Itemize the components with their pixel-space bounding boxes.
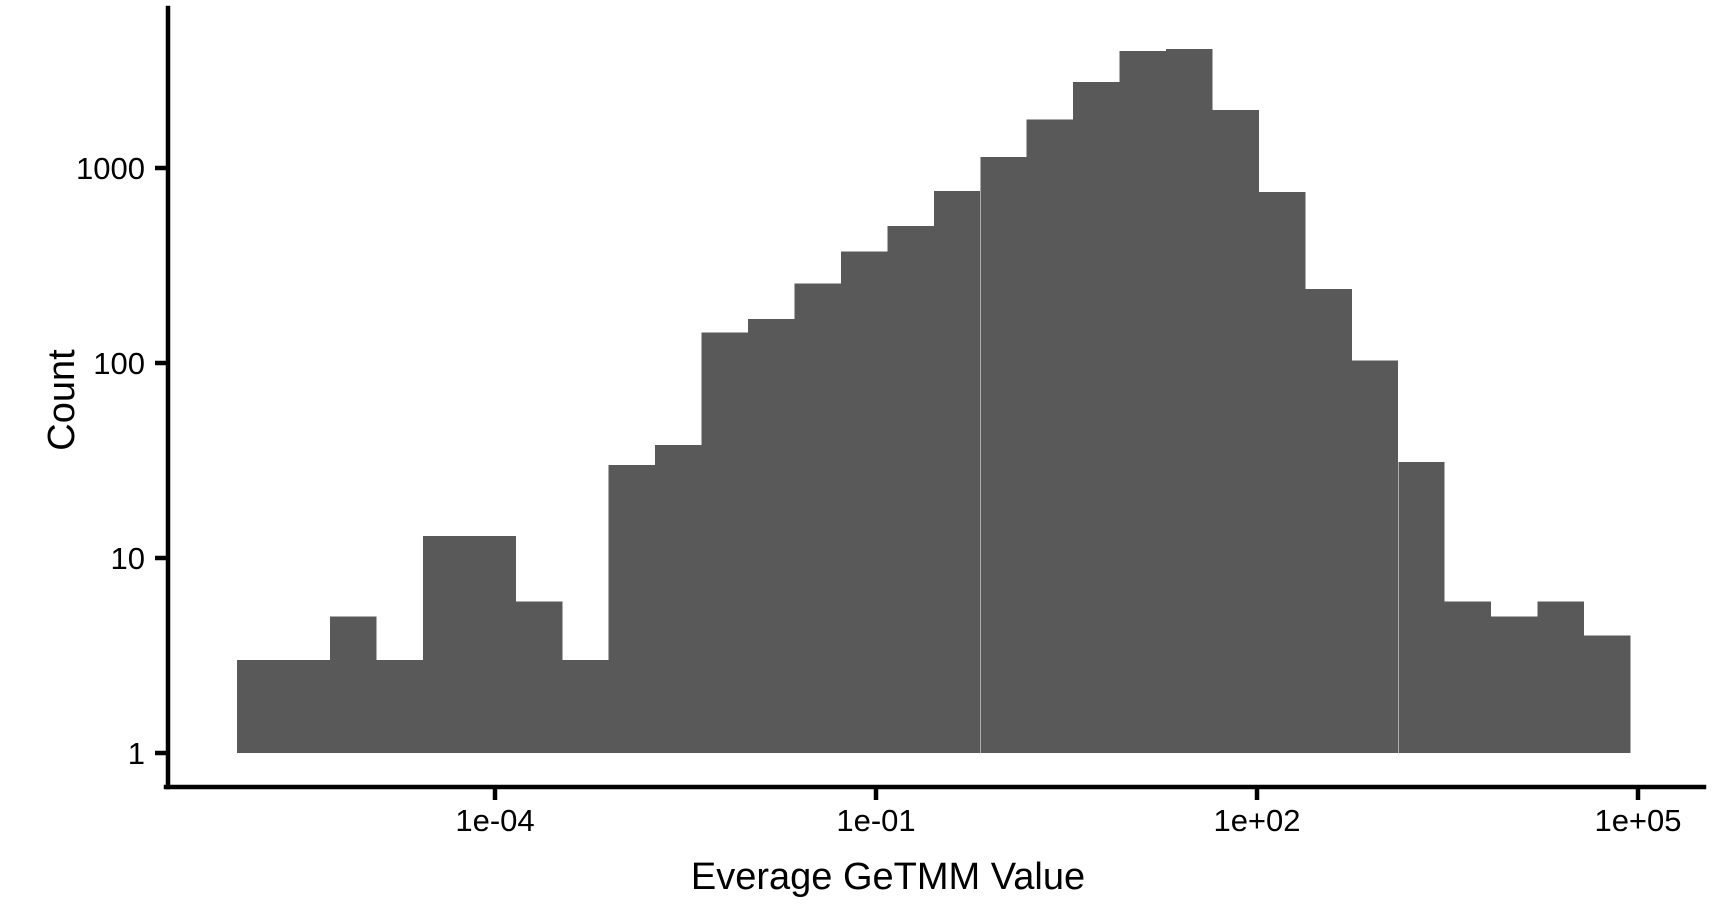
histogram-bar <box>748 319 795 753</box>
histogram-bar <box>330 616 377 753</box>
histogram-bar <box>1166 48 1213 753</box>
histogram-bar <box>1026 119 1074 754</box>
histogram-bar <box>1398 462 1445 753</box>
x-axis-title: Everage GeTMM Value <box>691 856 1085 898</box>
y-tick-label: 1 <box>128 736 145 771</box>
histogram-bar <box>423 535 470 753</box>
x-tick-label: 1e-01 <box>836 803 915 838</box>
histogram-bar <box>237 660 284 753</box>
histogram-bar <box>887 225 934 753</box>
bars-group <box>237 48 1631 754</box>
y-tick-label: 100 <box>93 346 145 381</box>
histogram-bar <box>1119 50 1166 754</box>
histogram-bar <box>376 660 423 753</box>
histogram-bar <box>794 283 841 753</box>
x-tick-label: 1e-04 <box>455 803 534 838</box>
x-tick-label: 1e+05 <box>1594 803 1681 838</box>
histogram-bar <box>515 601 563 753</box>
y-tick-label: 1000 <box>76 151 145 186</box>
histogram-bar <box>469 535 516 753</box>
y-tick-label: 10 <box>111 541 145 576</box>
histogram-bar <box>1537 601 1584 753</box>
histogram-bar <box>655 444 702 753</box>
histogram-bar <box>933 191 981 753</box>
y-axis-title: Count <box>41 349 83 451</box>
histogram-bar <box>980 156 1027 753</box>
histogram-bar <box>1259 191 1306 754</box>
histogram-bar <box>608 465 656 753</box>
histogram-bar <box>1073 82 1120 753</box>
histogram-bar <box>562 660 609 753</box>
x-tick-label: 1e+02 <box>1213 803 1300 838</box>
histogram-bar <box>1305 288 1352 753</box>
histogram-bar <box>283 660 330 753</box>
histogram-bar <box>1351 360 1399 753</box>
axes-group: 1 10 100 1000 1e-04 1e-01 1e+02 1e+05 <box>76 5 1707 838</box>
histogram-bar <box>1444 601 1492 753</box>
histogram-bar <box>1491 616 1538 753</box>
histogram-bar <box>841 251 888 754</box>
histogram-bar <box>1212 110 1259 753</box>
histogram-bar <box>1584 635 1631 753</box>
histogram-bar <box>701 332 748 753</box>
